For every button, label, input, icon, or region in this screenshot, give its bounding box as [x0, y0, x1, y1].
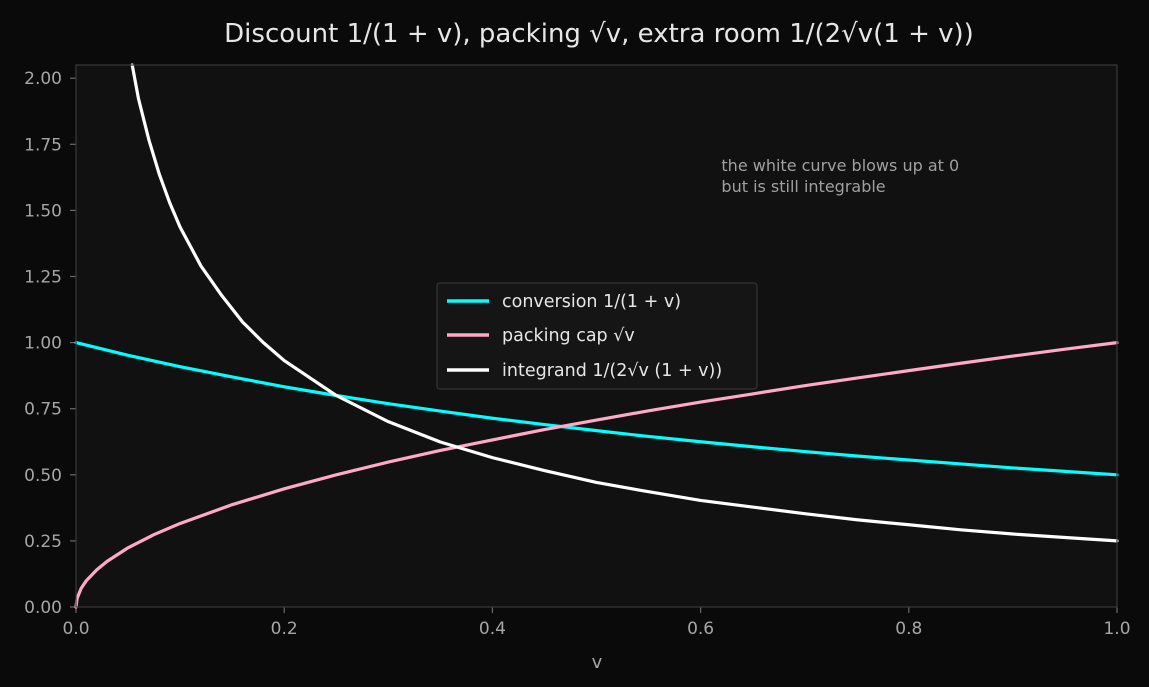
x-tick-label: 0.4	[479, 619, 506, 639]
x-tick-label: 0.8	[895, 619, 922, 639]
y-tick-label: 0.00	[24, 598, 62, 618]
x-tick-label: 0.0	[62, 619, 89, 639]
x-axis-label: v	[592, 652, 603, 673]
legend-label-packing-cap: packing cap √v	[502, 326, 635, 346]
y-tick-label: 2.00	[24, 69, 62, 89]
x-tick-label: 1.0	[1103, 619, 1130, 639]
chart-title: Discount 1/(1 + v), packing √v, extra ro…	[224, 19, 974, 49]
legend-box	[436, 282, 758, 390]
y-tick-label: 1.00	[24, 334, 62, 354]
legend-label-integrand: integrand 1/(2√v (1 + v))	[502, 361, 722, 381]
annotation: the white curve blows up at 0 but is sti…	[721, 156, 964, 196]
legend: conversion 1/(1 + v) packing cap √v inte…	[436, 282, 758, 390]
x-tick-label: 0.6	[687, 619, 714, 639]
y-tick-label: 0.25	[24, 532, 62, 552]
legend-label-conversion: conversion 1/(1 + v)	[502, 292, 681, 312]
series-layer	[74, 63, 1119, 609]
y-tick-label: 1.25	[24, 268, 62, 288]
annotation-line-1: the white curve blows up at 0	[721, 156, 959, 175]
y-tick-label: 0.50	[24, 466, 62, 486]
y-tick-label: 1.75	[24, 135, 62, 155]
series-line-conversion	[74, 341, 1119, 477]
series-line-packing-cap	[74, 341, 1119, 609]
y-tick-label: 1.50	[24, 201, 62, 221]
x-axis: 0.0 0.2 0.4 0.6 0.8 1.0	[62, 607, 1131, 639]
series-line-integrand	[130, 63, 1119, 543]
y-tick-label: 0.75	[24, 400, 62, 420]
x-tick-label: 0.2	[271, 619, 298, 639]
annotation-line-2: but is still integrable	[721, 177, 885, 196]
plot-frame	[75, 64, 1118, 608]
